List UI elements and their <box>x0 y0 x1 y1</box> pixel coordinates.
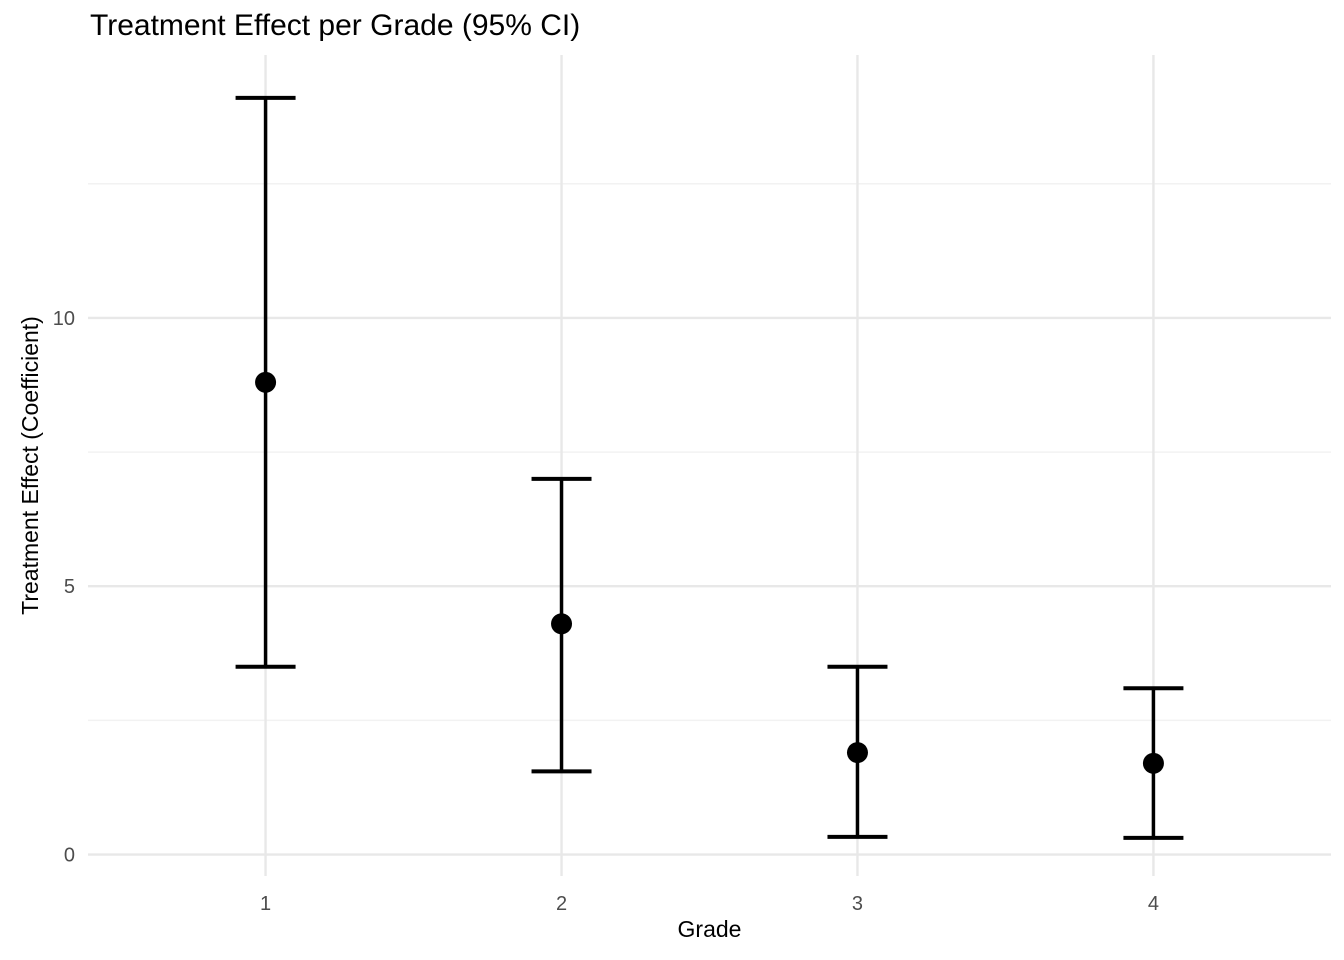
x-tick-label: 2 <box>556 893 567 915</box>
point-estimate <box>1142 752 1164 774</box>
y-tick-label: 5 <box>64 576 75 598</box>
x-tick-label: 1 <box>260 893 271 915</box>
point-estimate <box>551 613 573 635</box>
x-axis-title: Grade <box>677 916 742 942</box>
x-tick-label: 3 <box>852 893 863 915</box>
y-tick-label: 0 <box>64 845 75 867</box>
point-estimate <box>255 371 277 393</box>
point-estimate <box>846 742 868 764</box>
x-tick-label: 4 <box>1148 893 1159 915</box>
chart-title: Treatment Effect per Grade (95% CI) <box>90 9 581 42</box>
y-tick-label: 10 <box>53 308 75 330</box>
